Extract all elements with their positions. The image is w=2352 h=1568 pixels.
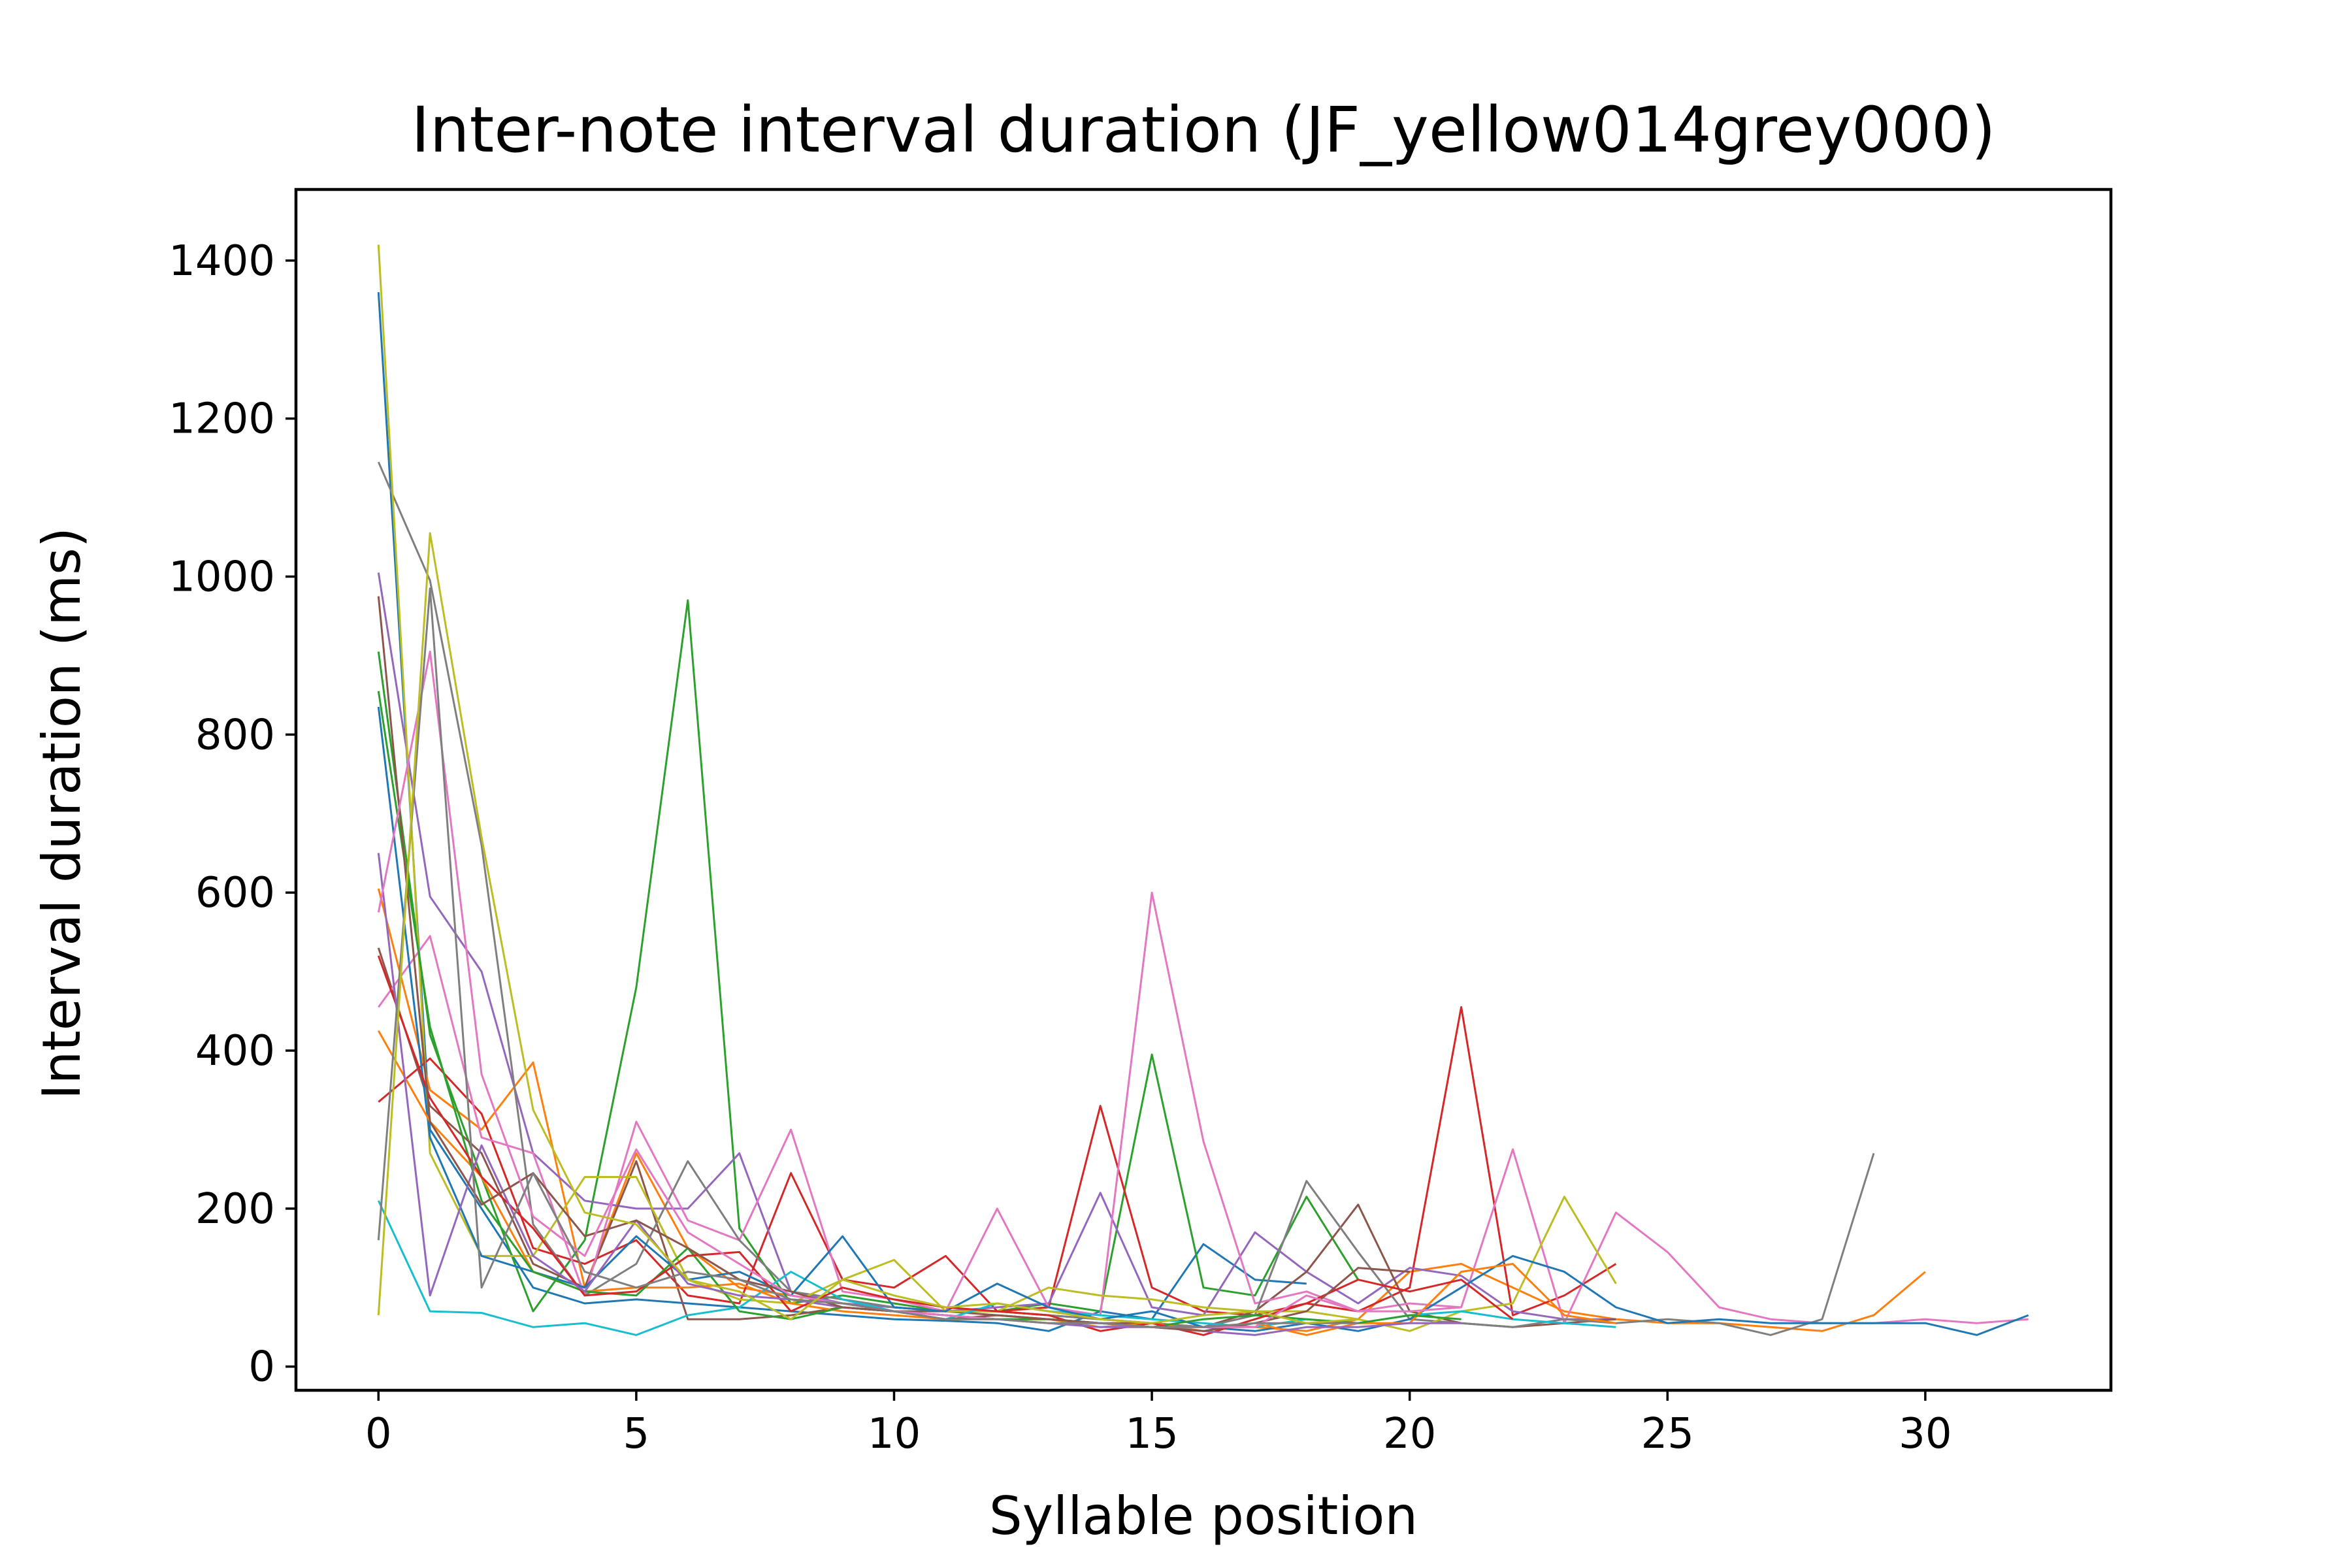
series-layer [377, 244, 2029, 1336]
series-line-5 [377, 572, 1616, 1320]
x-tick-label: 15 [1125, 1410, 1178, 1458]
series-line-19 [377, 532, 1358, 1324]
y-tick-label: 1000 [169, 553, 275, 602]
series-line-18 [377, 587, 1358, 1328]
series-line-7 [378, 891, 2029, 1324]
y-tick-label: 200 [195, 1185, 275, 1233]
y-tick-label: 0 [248, 1343, 275, 1392]
y-axis-label: Interval duration (ms) [31, 527, 92, 1100]
x-axis-label: Syllable position [989, 1486, 1418, 1546]
x-tick-label: 25 [1641, 1410, 1694, 1458]
chart-title: Inter-note interval duration (JF_yellow0… [411, 93, 1995, 167]
series-line-3 [377, 599, 1360, 1313]
y-tick-label: 400 [195, 1027, 275, 1075]
ticks-layer: 0 5 10 15 20 25 30 0 200 400 600 800 1000 1200 1400 [169, 237, 1952, 1458]
y-tick-label: 600 [195, 869, 275, 917]
x-tick-label: 5 [623, 1410, 650, 1458]
x-tick-label: 0 [365, 1410, 392, 1458]
plot-frame [294, 188, 2113, 1392]
y-tick-label: 1200 [169, 395, 275, 444]
series-line-17 [377, 650, 1462, 1328]
y-tick-label: 1400 [169, 237, 275, 286]
x-tick-label: 10 [868, 1410, 921, 1458]
y-tick-label: 800 [195, 711, 275, 759]
x-tick-label: 30 [1899, 1410, 1952, 1458]
x-tick-label: 20 [1383, 1410, 1436, 1458]
